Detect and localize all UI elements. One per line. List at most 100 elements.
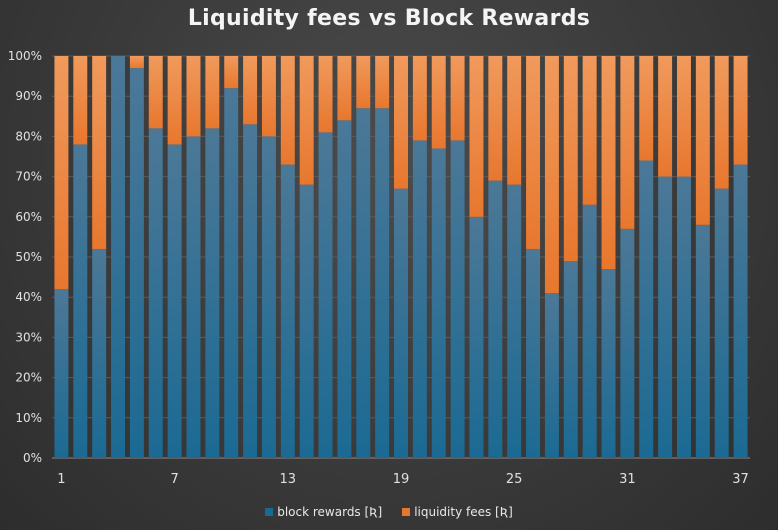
bar-liquidity-fees-17 bbox=[356, 56, 371, 109]
x-tick-label: 25 bbox=[506, 472, 523, 487]
y-tick-label: 0% bbox=[23, 451, 42, 465]
bar-liquidity-fees-29 bbox=[582, 56, 597, 205]
bar-block-rewards-2 bbox=[73, 144, 88, 458]
legend-label-block-rewards: block rewards [Ʀ] bbox=[277, 505, 383, 519]
bar-liquidity-fees-18 bbox=[375, 56, 390, 109]
bar-liquidity-fees-5 bbox=[129, 56, 144, 69]
bar-liquidity-fees-14 bbox=[299, 56, 314, 185]
x-tick-label: 19 bbox=[393, 472, 410, 487]
bar-block-rewards-5 bbox=[129, 68, 144, 458]
legend-item-liquidity-fees: liquidity fees [Ʀ] bbox=[402, 505, 513, 519]
legend: block rewards [Ʀ] liquidity fees [Ʀ] bbox=[0, 505, 778, 519]
bar-liquidity-fees-33 bbox=[658, 56, 673, 177]
bar-liquidity-fees-24 bbox=[488, 56, 503, 181]
bar-liquidity-fees-21 bbox=[431, 56, 446, 149]
y-tick-label: 20% bbox=[15, 371, 42, 385]
bar-liquidity-fees-1 bbox=[54, 56, 69, 290]
y-tick-label: 70% bbox=[15, 170, 42, 184]
bar-liquidity-fees-9 bbox=[205, 56, 220, 129]
bar-block-rewards-17 bbox=[356, 108, 371, 458]
bar-liquidity-fees-3 bbox=[92, 56, 107, 249]
bar-liquidity-fees-11 bbox=[243, 56, 258, 125]
bar-block-rewards-37 bbox=[733, 164, 748, 459]
bar-block-rewards-32 bbox=[639, 160, 654, 458]
bar-block-rewards-3 bbox=[92, 248, 107, 458]
bar-liquidity-fees-2 bbox=[73, 56, 88, 145]
bar-liquidity-fees-15 bbox=[318, 56, 333, 133]
bar-block-rewards-33 bbox=[658, 176, 673, 458]
x-tick-label: 1 bbox=[57, 472, 65, 487]
x-tick-label: 37 bbox=[732, 472, 749, 487]
bar-liquidity-fees-30 bbox=[601, 56, 616, 270]
bar-liquidity-fees-20 bbox=[412, 56, 427, 141]
bar-liquidity-fees-12 bbox=[261, 56, 276, 137]
y-tick-label: 80% bbox=[15, 129, 42, 143]
bar-block-rewards-22 bbox=[450, 140, 465, 459]
bar-liquidity-fees-32 bbox=[639, 56, 654, 161]
bar-block-rewards-16 bbox=[337, 120, 352, 458]
x-tick-label: 7 bbox=[170, 472, 178, 487]
bar-liquidity-fees-10 bbox=[224, 56, 239, 89]
bar-block-rewards-26 bbox=[526, 248, 541, 458]
legend-swatch-liquidity-fees bbox=[402, 508, 411, 516]
bar-liquidity-fees-26 bbox=[526, 56, 541, 249]
y-tick-label: 100% bbox=[8, 49, 42, 63]
bar-liquidity-fees-16 bbox=[337, 56, 352, 121]
bar-block-rewards-21 bbox=[431, 148, 446, 458]
x-tick-label: 31 bbox=[619, 472, 636, 487]
legend-item-block-rewards: block rewards [Ʀ] bbox=[265, 505, 382, 519]
bar-block-rewards-12 bbox=[261, 136, 276, 458]
bar-block-rewards-4 bbox=[111, 56, 126, 458]
bar-liquidity-fees-36 bbox=[714, 56, 729, 189]
bar-block-rewards-36 bbox=[714, 188, 729, 458]
y-tick-label: 40% bbox=[15, 290, 42, 304]
y-tick-label: 60% bbox=[15, 210, 42, 224]
legend-swatch-block-rewards bbox=[265, 508, 274, 516]
bar-liquidity-fees-23 bbox=[469, 56, 484, 217]
bar-block-rewards-8 bbox=[186, 136, 201, 458]
bar-block-rewards-18 bbox=[375, 108, 390, 458]
bar-block-rewards-28 bbox=[563, 261, 578, 458]
bar-block-rewards-6 bbox=[148, 128, 163, 459]
bar-block-rewards-30 bbox=[601, 269, 616, 458]
bar-block-rewards-7 bbox=[167, 144, 182, 458]
bar-block-rewards-14 bbox=[299, 184, 314, 458]
bar-block-rewards-34 bbox=[676, 176, 691, 458]
bar-block-rewards-23 bbox=[469, 216, 484, 458]
bar-liquidity-fees-8 bbox=[186, 56, 201, 137]
bar-block-rewards-29 bbox=[582, 204, 597, 458]
bar-block-rewards-25 bbox=[507, 184, 522, 458]
bar-liquidity-fees-6 bbox=[148, 56, 163, 129]
bar-block-rewards-9 bbox=[205, 128, 220, 459]
bar-liquidity-fees-35 bbox=[695, 56, 710, 225]
bar-block-rewards-20 bbox=[412, 140, 427, 459]
bar-block-rewards-13 bbox=[280, 164, 295, 459]
bar-liquidity-fees-25 bbox=[507, 56, 522, 185]
x-tick-label: 13 bbox=[280, 472, 297, 487]
bar-block-rewards-35 bbox=[695, 224, 710, 458]
y-tick-label: 90% bbox=[15, 89, 42, 103]
bar-liquidity-fees-7 bbox=[167, 56, 182, 145]
bar-block-rewards-10 bbox=[224, 88, 239, 458]
bar-block-rewards-27 bbox=[544, 293, 559, 458]
bar-block-rewards-15 bbox=[318, 132, 333, 458]
bar-liquidity-fees-19 bbox=[394, 56, 408, 189]
bar-liquidity-fees-22 bbox=[450, 56, 465, 141]
y-tick-label: 10% bbox=[15, 411, 42, 425]
y-tick-label: 30% bbox=[15, 330, 42, 344]
bar-block-rewards-31 bbox=[620, 228, 635, 458]
bar-liquidity-fees-27 bbox=[544, 56, 559, 294]
bar-block-rewards-1 bbox=[54, 289, 69, 458]
bar-liquidity-fees-34 bbox=[676, 56, 691, 177]
legend-label-liquidity-fees: liquidity fees [Ʀ] bbox=[414, 505, 513, 519]
bar-liquidity-fees-31 bbox=[620, 56, 635, 229]
bar-liquidity-fees-13 bbox=[280, 56, 295, 165]
bar-block-rewards-24 bbox=[488, 180, 503, 458]
bar-block-rewards-11 bbox=[243, 124, 258, 458]
bar-liquidity-fees-37 bbox=[733, 56, 748, 165]
bar-block-rewards-19 bbox=[394, 188, 408, 458]
bar-liquidity-fees-28 bbox=[563, 56, 578, 262]
chart-title: Liquidity fees vs Block Rewards bbox=[187, 6, 591, 31]
